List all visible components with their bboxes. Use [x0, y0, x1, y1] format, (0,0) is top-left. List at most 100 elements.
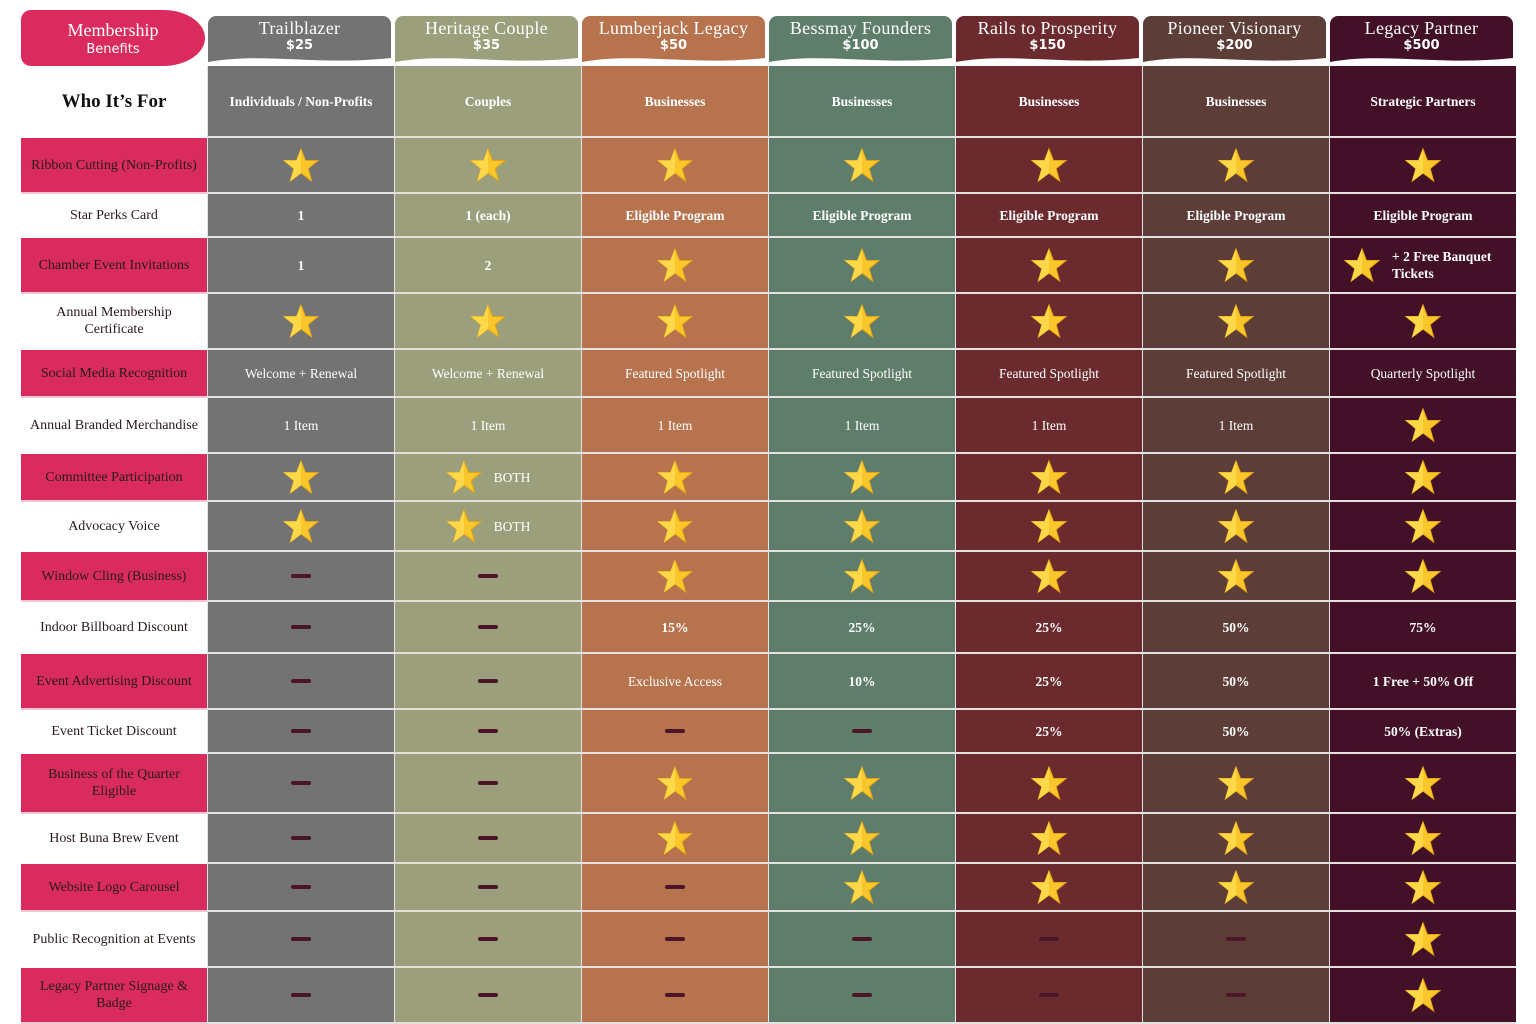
dash-icon [478, 836, 498, 840]
star-icon [445, 459, 482, 495]
star-icon [1405, 765, 1441, 801]
benefit-label: Star Perks Card [21, 194, 207, 238]
benefit-cell: Welcome + Renewal [394, 350, 581, 398]
benefit-row: Indoor Billboard Discount 15% 25% 25% 50% 75% [21, 602, 1516, 654]
benefit-cell [955, 968, 1142, 1024]
star-icon [283, 147, 319, 183]
benefit-cell: 1 Item [768, 398, 955, 454]
benefit-cell [207, 454, 394, 502]
star-icon [1218, 147, 1254, 183]
dash-icon [291, 729, 311, 733]
benefit-cell: 50% [1142, 602, 1329, 654]
benefit-cell [955, 238, 1142, 294]
benefit-cell [394, 138, 581, 194]
star-icon [1405, 921, 1441, 957]
benefit-cell: Featured Spotlight [955, 350, 1142, 398]
star-icon [657, 147, 693, 183]
benefit-cell [581, 912, 768, 968]
benefit-cell [207, 138, 394, 194]
star-icon [657, 558, 693, 594]
benefit-row: Public Recognition at Events [21, 912, 1516, 968]
benefit-cell [1329, 294, 1516, 350]
benefit-cell [768, 294, 955, 350]
star-icon [844, 303, 880, 339]
dash-icon [478, 574, 498, 578]
dash-icon [665, 937, 685, 941]
benefit-cell [768, 754, 955, 814]
benefit-cell [1329, 398, 1516, 454]
benefit-cell: 50% [1142, 654, 1329, 710]
benefit-cell [1329, 754, 1516, 814]
star-icon [1405, 508, 1441, 544]
who-cell: Individuals / Non-Profits [207, 66, 394, 138]
benefit-cell [207, 754, 394, 814]
dash-icon [291, 937, 311, 941]
who-cell: Businesses [955, 66, 1142, 138]
benefit-cell [207, 968, 394, 1024]
benefit-cell [207, 864, 394, 912]
who-cell: Couples [394, 66, 581, 138]
tier-name: Rails to Prosperity [977, 18, 1118, 38]
benefit-cell: 25% [768, 602, 955, 654]
benefit-cell [955, 814, 1142, 864]
benefit-cell: Exclusive Access [581, 654, 768, 710]
dash-icon [852, 729, 872, 733]
title-line-1: Membership [67, 20, 159, 40]
dash-icon [291, 781, 311, 785]
star-icon [283, 303, 319, 339]
benefit-row: Star Perks Card 1 1 (each) Eligible Program… [21, 194, 1516, 238]
star-icon [470, 303, 506, 339]
benefit-row: Business of the Quarter Eligible [21, 754, 1516, 814]
tier-header-0: Trailblazer $25 [208, 16, 391, 66]
dash-icon [665, 993, 685, 997]
benefit-cell: 25% [955, 602, 1142, 654]
star-icon [844, 459, 880, 495]
star-icon [1405, 820, 1441, 856]
benefit-cell: 25% [955, 654, 1142, 710]
benefit-cell: BOTH [394, 502, 581, 552]
benefit-cell: 1 (each) [394, 194, 581, 238]
star-icon [657, 820, 693, 856]
star-icon [1218, 247, 1254, 283]
benefit-cell: 10% [768, 654, 955, 710]
dash-icon [852, 993, 872, 997]
benefit-label: Ribbon Cutting (Non-Profits) [21, 138, 207, 194]
benefit-cell: + 2 Free Banquet Tickets [1329, 238, 1516, 294]
star-icon [1031, 869, 1067, 905]
who-row: Who It’s For Individuals / Non-Profits Cou… [21, 66, 1516, 138]
tier-name: Heritage Couple [425, 18, 548, 38]
benefit-cell [1142, 754, 1329, 814]
benefit-cell [394, 654, 581, 710]
star-icon [1031, 459, 1067, 495]
benefit-row: Committee Participation BOTH [21, 454, 1516, 502]
benefit-row: Website Logo Carousel [21, 864, 1516, 912]
benefit-cell: 15% [581, 602, 768, 654]
benefit-cell [394, 912, 581, 968]
benefit-label: Advocacy Voice [21, 502, 207, 552]
benefit-note: BOTH [493, 469, 531, 485]
benefit-row: Social Media Recognition Welcome + Renewa… [21, 350, 1516, 398]
benefit-cell [1329, 138, 1516, 194]
benefit-label: Host Buna Brew Event [21, 814, 207, 864]
star-icon [1218, 558, 1254, 594]
benefit-cell [1142, 138, 1329, 194]
tier-price: $35 [472, 38, 501, 53]
tier-price: $150 [1029, 38, 1066, 53]
star-icon [1405, 869, 1441, 905]
star-icon [657, 303, 693, 339]
star-icon [1031, 558, 1067, 594]
star-icon [1031, 820, 1067, 856]
benefit-row: Annual Branded Merchandise 1 Item 1 Item 1 … [21, 398, 1516, 454]
benefit-cell: 1 Item [394, 398, 581, 454]
star-icon [1405, 303, 1441, 339]
benefit-row: Chamber Event Invitations 1 2 + 2 Free Banq… [21, 238, 1516, 294]
dash-icon [478, 937, 498, 941]
benefit-cell [394, 294, 581, 350]
benefit-label: Legacy Partner Signage & Badge [21, 968, 207, 1024]
star-icon [283, 508, 319, 544]
star-icon [1031, 147, 1067, 183]
benefit-cell [394, 602, 581, 654]
tier-name: Bessmay Founders [789, 18, 932, 38]
dash-icon [478, 885, 498, 889]
benefit-label: Public Recognition at Events [21, 912, 207, 968]
